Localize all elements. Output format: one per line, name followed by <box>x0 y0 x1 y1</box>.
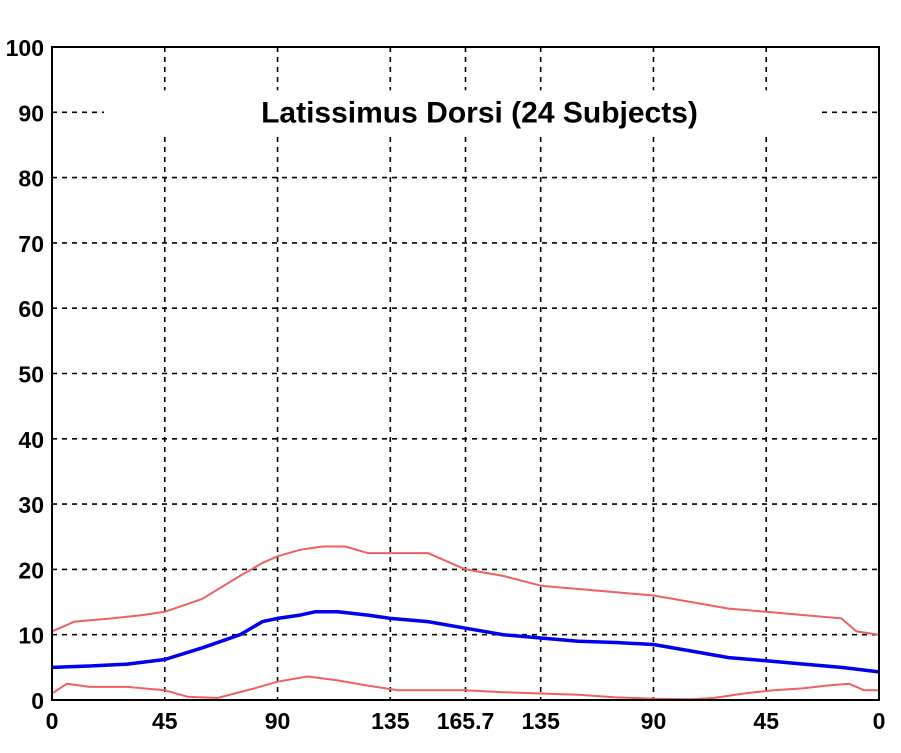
x-tick-label: 90 <box>641 708 667 734</box>
plot-frame <box>51 46 880 701</box>
chart-title: Latissimus Dorsi (24 Subjects) <box>261 96 698 129</box>
x-tick-label: 135 <box>521 708 560 734</box>
y-tick-label: 90 <box>18 100 44 126</box>
y-tick-label: 0 <box>31 688 44 714</box>
y-tick-label: 100 <box>6 35 44 61</box>
x-tick-label: 165.7 <box>437 708 495 734</box>
x-tick-label: 0 <box>46 708 59 734</box>
x-tick-label: 0 <box>873 708 886 734</box>
y-tick-label: 20 <box>18 557 44 583</box>
upper-series-line <box>51 545 880 636</box>
lower-series-line <box>51 675 879 701</box>
y-tick-label: 50 <box>18 362 44 388</box>
y-tick-label: 10 <box>18 623 44 649</box>
chart-title-background <box>104 90 818 135</box>
y-tick-label: 80 <box>18 166 44 192</box>
y-tick-label: 30 <box>18 492 44 518</box>
mean-series-line <box>51 610 880 674</box>
y-tick-label: 40 <box>18 427 44 453</box>
x-tick-label: 45 <box>753 708 779 734</box>
y-tick-label: 60 <box>18 296 44 322</box>
x-tick-label: 90 <box>265 708 291 734</box>
x-tick-label: 45 <box>152 708 178 734</box>
series-layer <box>51 545 880 701</box>
y-tick-label: 70 <box>18 231 44 257</box>
tick-layer: 0 45 90 135 165.7 135 90 45 00102030405060708090… <box>6 35 886 734</box>
x-tick-label: 135 <box>371 708 410 734</box>
